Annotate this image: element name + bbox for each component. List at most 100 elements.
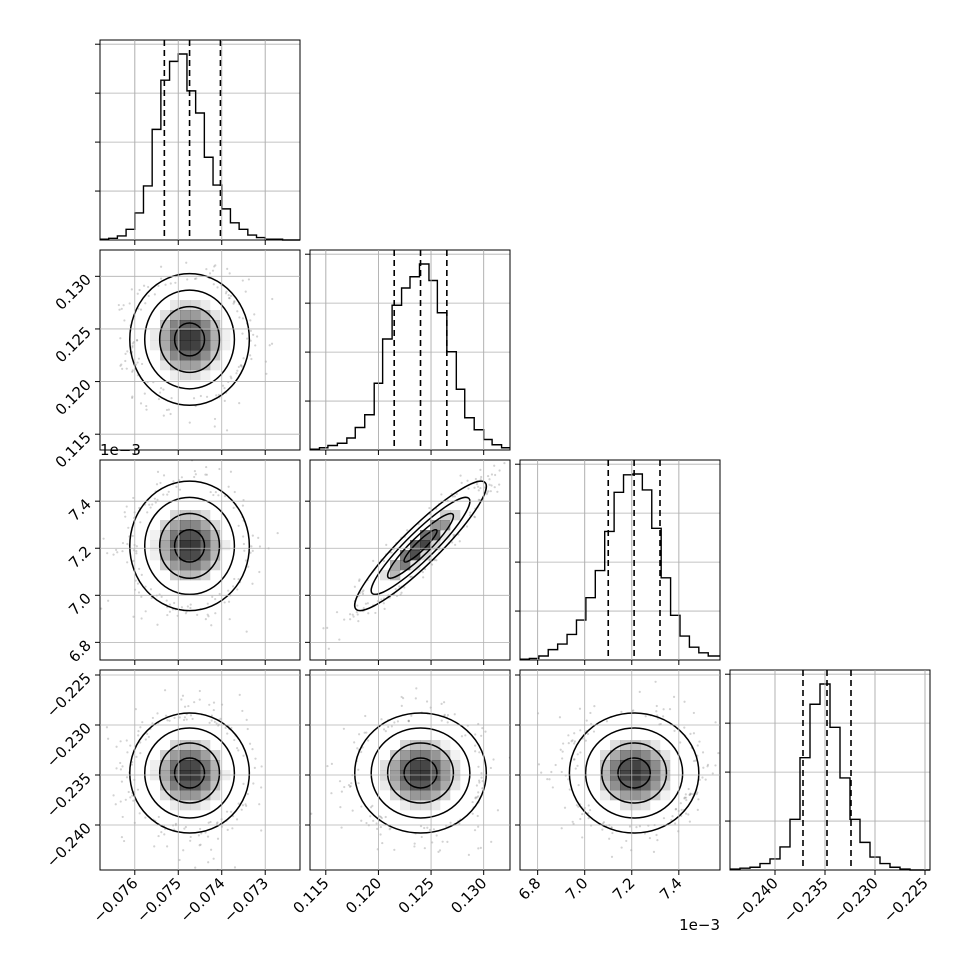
- sample-point: [115, 548, 118, 552]
- x-tick-label: −0.074: [177, 874, 229, 926]
- sample-point: [387, 725, 390, 728]
- sample-point: [132, 615, 135, 618]
- density-cell: [450, 760, 461, 771]
- sample-point: [193, 475, 196, 479]
- sample-point: [244, 559, 248, 562]
- sample-point: [119, 337, 122, 340]
- density-cell: [180, 340, 191, 351]
- sample-point: [166, 719, 169, 722]
- density-cell: [160, 350, 171, 361]
- sample-point: [235, 372, 238, 375]
- y-tick-label: 0.125: [52, 323, 95, 366]
- sample-point: [561, 757, 564, 760]
- sample-point: [234, 235, 236, 237]
- density-panel: [99, 669, 301, 871]
- sample-point: [185, 718, 188, 721]
- sample-point: [225, 429, 229, 432]
- sample-point: [213, 425, 216, 428]
- density-cell: [450, 780, 461, 791]
- density-cell: [210, 560, 221, 571]
- sample-point: [207, 821, 210, 824]
- density-cell: [190, 530, 201, 541]
- sample-point: [135, 545, 138, 548]
- density-cell: [200, 520, 211, 531]
- sample-point: [232, 506, 235, 509]
- sample-point: [156, 498, 159, 501]
- sample-point: [199, 394, 202, 398]
- sample-point: [233, 490, 236, 494]
- sample-point: [685, 799, 688, 802]
- sample-point: [121, 765, 124, 768]
- sample-point: [662, 708, 665, 711]
- contour-line: [601, 742, 668, 804]
- sample-point: [694, 759, 697, 762]
- sample-point: [144, 610, 147, 613]
- sample-point: [139, 741, 142, 744]
- sample-point: [237, 749, 240, 752]
- density-cell: [410, 800, 421, 811]
- density-cell: [380, 570, 391, 581]
- sample-point: [131, 794, 134, 797]
- sample-point: [506, 453, 508, 455]
- sample-point: [452, 533, 455, 536]
- sample-point: [124, 359, 127, 363]
- sample-point: [610, 855, 614, 858]
- sample-point: [236, 310, 239, 313]
- density-cell: [640, 760, 651, 771]
- density-cell: [180, 310, 191, 321]
- sample-point: [198, 689, 201, 693]
- sample-point: [255, 335, 259, 338]
- sample-point: [407, 719, 410, 722]
- sample-point: [381, 841, 384, 845]
- sample-point: [130, 288, 133, 291]
- sample-point: [216, 837, 220, 840]
- density-cell: [410, 780, 421, 791]
- sample-point: [106, 552, 109, 555]
- sample-point: [431, 841, 434, 844]
- sample-point: [144, 738, 147, 741]
- x-tick-label: −0.240: [730, 874, 782, 926]
- sample-point: [127, 526, 130, 529]
- sample-point: [428, 828, 432, 831]
- density-cell: [440, 750, 451, 761]
- sample-point: [241, 317, 245, 320]
- density-cell: [210, 310, 221, 321]
- sample-point: [548, 778, 551, 781]
- density-cell: [180, 520, 191, 531]
- sample-point: [382, 602, 385, 605]
- density-cell: [160, 540, 171, 551]
- sample-point: [233, 300, 236, 303]
- sample-point: [224, 292, 228, 295]
- histogram-step: [520, 473, 720, 660]
- sample-point: [351, 809, 354, 812]
- sample-point: [680, 808, 683, 811]
- sample-point: [357, 620, 360, 623]
- sample-point: [233, 866, 237, 869]
- density-cell: [170, 300, 181, 311]
- density-cell: [200, 760, 211, 771]
- density-cell: [430, 520, 441, 531]
- density-cell: [170, 560, 181, 571]
- sample-point: [165, 408, 169, 412]
- sample-point: [260, 829, 263, 832]
- sample-point: [330, 762, 333, 765]
- sample-point: [241, 504, 245, 507]
- density-cell: [170, 360, 181, 371]
- x-tick-label: −0.076: [90, 874, 142, 926]
- sample-point: [124, 798, 127, 801]
- sample-point: [159, 391, 162, 394]
- sample-point: [589, 711, 592, 715]
- sample-point: [372, 819, 375, 822]
- density-cell: [200, 340, 211, 351]
- y-tick-label: 0.130: [52, 270, 95, 313]
- sample-point: [136, 788, 140, 791]
- sample-point: [140, 362, 144, 366]
- sample-point: [136, 292, 139, 295]
- sample-point: [211, 595, 214, 598]
- sample-point: [162, 474, 166, 477]
- sample-point: [576, 753, 579, 756]
- sample-point: [210, 624, 213, 627]
- sample-point: [357, 782, 360, 785]
- sample-point: [668, 708, 672, 711]
- sample-point: [442, 701, 446, 704]
